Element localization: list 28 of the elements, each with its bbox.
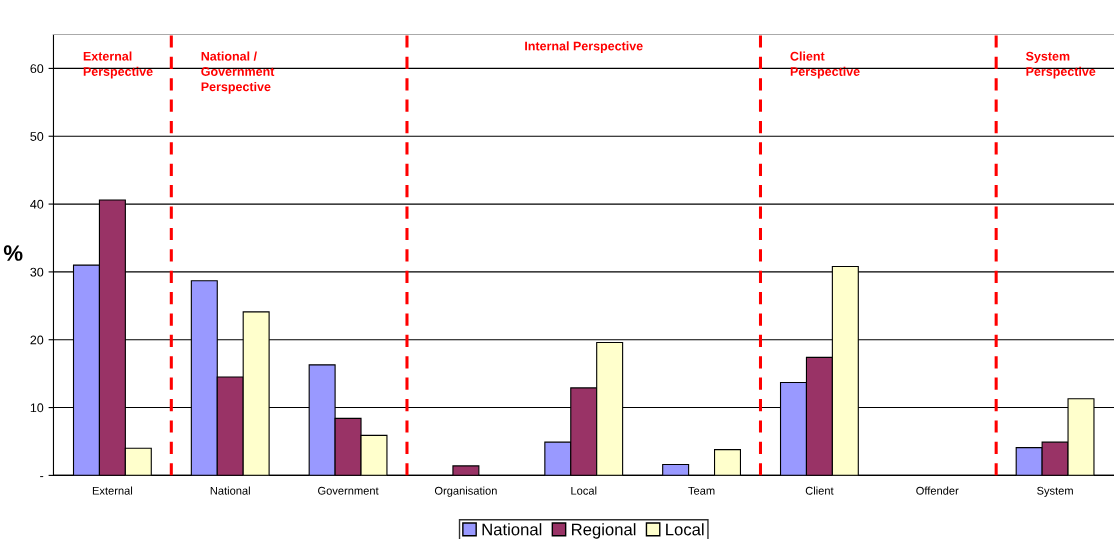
- annotation: External Perspective: [83, 51, 153, 79]
- y-tick-label: 10: [30, 403, 44, 413]
- legend-label: Local: [666, 523, 704, 536]
- x-tick-label: External: [92, 486, 133, 495]
- y-tick-label: 30: [30, 267, 44, 277]
- y-tick-label: 20: [30, 335, 44, 345]
- annotation: Internal Perspective: [525, 41, 643, 53]
- x-tick-label: Offender: [916, 486, 959, 495]
- bar: [662, 463, 690, 476]
- legend-label: National: [482, 523, 542, 536]
- legend-label: Regional: [572, 523, 636, 539]
- annotation: Client Perspective: [790, 51, 860, 79]
- y-tick-label: 50: [30, 132, 44, 141]
- x-tick-label: Local: [571, 486, 597, 495]
- x-tick-label: System: [1037, 486, 1073, 497]
- x-tick-label: Government: [318, 486, 379, 495]
- y-axis-title: %: [3, 245, 23, 261]
- y-tick-label: 60: [30, 64, 44, 74]
- y-tick-label: 40: [30, 199, 44, 209]
- x-tick-label: Client: [805, 486, 834, 495]
- bar: [713, 449, 742, 476]
- annotation: System Perspective: [1025, 51, 1096, 79]
- x-tick-label: Team: [688, 486, 715, 495]
- bar: [452, 465, 480, 476]
- x-tick-label: National: [210, 486, 250, 495]
- x-tick-label: Organisation: [434, 486, 497, 497]
- y-tick-label: -: [40, 476, 44, 478]
- annotation: National / Government Perspective: [201, 51, 275, 94]
